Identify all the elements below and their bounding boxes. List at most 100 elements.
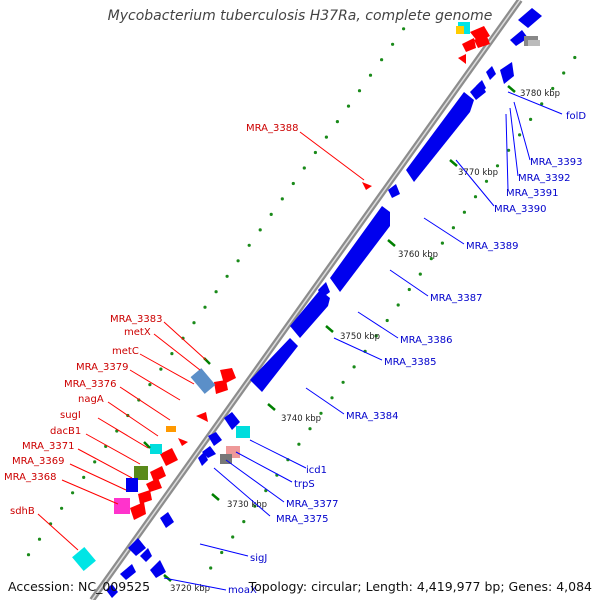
- track-dot: [297, 442, 301, 446]
- gene-arrow: [120, 564, 136, 580]
- rna-block: [150, 444, 162, 454]
- gene-label-mra-3368[interactable]: MRA_3368: [4, 472, 56, 483]
- track-dot: [396, 303, 400, 307]
- forward-leaders: [37, 131, 365, 551]
- track-dot: [192, 321, 196, 325]
- rna-block: [220, 454, 232, 464]
- gene-arrow: [160, 512, 174, 528]
- track-dot: [341, 380, 345, 384]
- track-dot: [507, 148, 511, 152]
- track-dot: [562, 71, 566, 75]
- gene-arrow: [150, 560, 166, 578]
- gene-label-mra-3371[interactable]: MRA_3371: [22, 441, 74, 452]
- gene-arrow: [474, 34, 490, 48]
- gene-arrow: [362, 182, 372, 190]
- gene-label-mra-3390[interactable]: MRA_3390: [494, 204, 546, 215]
- rna-block: [166, 426, 176, 432]
- track-dot: [209, 566, 213, 570]
- gene-label-naga[interactable]: nagA: [78, 394, 104, 405]
- gene-label-metc[interactable]: metC: [112, 346, 139, 357]
- track-dot: [418, 272, 422, 276]
- track-dot: [385, 318, 389, 323]
- gene-label-sdhb[interactable]: sdhB: [10, 506, 35, 517]
- gene-arrow: [470, 82, 486, 100]
- track-dot: [214, 290, 218, 294]
- scale-label: 3750 kbp: [340, 332, 380, 342]
- gene-label-sugi[interactable]: sugI: [60, 410, 81, 421]
- reverse-genes: [106, 8, 542, 598]
- scale-label: 3740 kbp: [281, 414, 321, 424]
- gene-label-mra-3393[interactable]: MRA_3393: [530, 157, 582, 168]
- gene-label-mra-3369[interactable]: MRA_3369: [12, 456, 64, 467]
- gene-label-sigj[interactable]: sigJ: [250, 553, 267, 564]
- rna-block: [72, 546, 96, 572]
- gene-label-mra-3392[interactable]: MRA_3392: [518, 173, 570, 184]
- gene-label-mra-3384[interactable]: MRA_3384: [346, 411, 398, 422]
- track-dot: [462, 210, 466, 214]
- track-dot: [391, 42, 395, 46]
- gene-arrow: [458, 54, 466, 64]
- gene-label-mra-3383[interactable]: MRA_3383: [110, 314, 162, 325]
- gene-arrow: [128, 538, 146, 556]
- gene-arrow: [208, 432, 222, 446]
- gene-arrow: [250, 338, 298, 392]
- gene-arrow: [486, 66, 496, 80]
- gene-label-mra-3385[interactable]: MRA_3385: [384, 357, 436, 368]
- track-dot: [324, 135, 328, 139]
- forward-genes: [72, 22, 490, 572]
- scale-label: 3770 kbp: [458, 168, 498, 178]
- gene-arrow: [130, 502, 146, 520]
- gene-label-trps[interactable]: trpS: [294, 479, 315, 490]
- scale-label: 3720 kbp: [170, 584, 210, 594]
- gene-label-metx[interactable]: metX: [124, 327, 151, 338]
- scale-label: 3730 kbp: [227, 500, 267, 510]
- track-dot: [258, 228, 262, 232]
- track-dot: [82, 475, 86, 479]
- rna-block: [114, 498, 130, 514]
- scale-label: 3780 kbp: [520, 89, 560, 99]
- track-dot: [484, 179, 489, 183]
- gene-label-mra-3375[interactable]: MRA_3375: [276, 514, 328, 525]
- gene-label-mra-3391[interactable]: MRA_3391: [506, 188, 558, 199]
- track-dot: [529, 117, 533, 121]
- gene-arrow: [290, 290, 330, 338]
- rna-block: [528, 40, 540, 46]
- gene-label-dacb1[interactable]: dacB1: [50, 426, 81, 437]
- gene-arrow: [220, 368, 236, 384]
- gene-label-mra-3377[interactable]: MRA_3377: [286, 499, 338, 510]
- gene-arrow: [462, 38, 476, 52]
- track-dot: [473, 195, 478, 199]
- track-dot: [302, 166, 306, 170]
- track-dot: [380, 58, 384, 62]
- gene-label-mra-3387[interactable]: MRA_3387: [430, 293, 482, 304]
- gene-label-mra-3389[interactable]: MRA_3389: [466, 241, 518, 252]
- genome-summary-text: Topology: circular; Length: 4,419,977 bp…: [248, 579, 592, 594]
- rna-block: [126, 478, 138, 492]
- gene-label-icd1[interactable]: icd1: [306, 465, 327, 476]
- rna-block: [456, 26, 464, 34]
- gene-label-mra-3379[interactable]: MRA_3379: [76, 362, 128, 373]
- gene-label-mra-3388[interactable]: MRA_3388: [246, 123, 298, 134]
- track-dot: [159, 367, 163, 371]
- genome-backbone-highlight: [91, 0, 521, 600]
- gene-label-mra-3386[interactable]: MRA_3386: [400, 335, 452, 346]
- gene-arrow: [146, 478, 162, 492]
- gene-label-moax[interactable]: moaX: [228, 585, 257, 596]
- track-dot: [407, 287, 411, 292]
- track-dot: [170, 352, 174, 356]
- track-dot: [451, 226, 455, 230]
- gene-label-fold[interactable]: folD: [566, 111, 586, 122]
- track-dot: [440, 241, 444, 245]
- gene-arrow: [214, 380, 228, 394]
- rna-block: [236, 426, 250, 438]
- track-dot: [220, 550, 224, 555]
- reverse-leaders: [163, 91, 563, 591]
- track-dot: [225, 274, 229, 278]
- gene-arrow: [196, 412, 208, 422]
- rna-block: [134, 466, 148, 480]
- track-dot: [253, 504, 257, 508]
- gene-label-mra-3376[interactable]: MRA_3376: [64, 379, 116, 390]
- gene-arrow: [160, 448, 178, 466]
- track-dot: [280, 197, 284, 201]
- track-dot: [93, 460, 97, 464]
